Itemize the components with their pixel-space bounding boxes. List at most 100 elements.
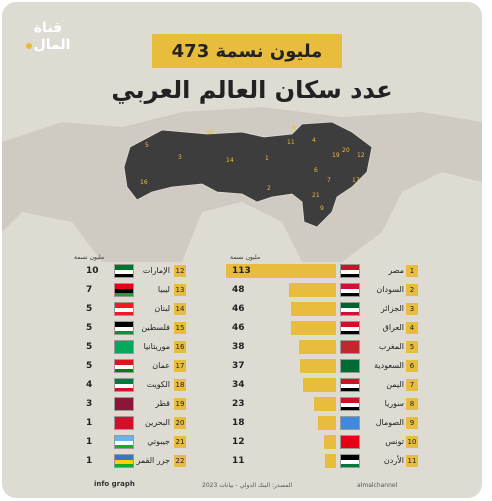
- flag-icon: [340, 302, 360, 316]
- right-list-row: 18 الصومال 9: [2, 416, 482, 432]
- flag-band: [341, 464, 359, 467]
- flag-band: [341, 274, 359, 277]
- flag-band: [115, 265, 133, 270]
- population-value: 113: [232, 266, 251, 276]
- flag-band: [341, 284, 359, 289]
- flag-band: [115, 312, 133, 315]
- left-list-row: 3 قطر 19: [2, 397, 242, 413]
- flag-band: [341, 331, 359, 334]
- flag-band: [341, 383, 359, 389]
- svg-text:12: 12: [357, 152, 365, 159]
- population-value: 1: [86, 456, 93, 466]
- flag-icon: [340, 397, 360, 411]
- right-unit-label: مليون نسمة: [230, 254, 261, 261]
- rank-badge: 6: [406, 360, 418, 372]
- population-value: 46: [232, 304, 245, 314]
- flag-band: [115, 369, 133, 372]
- population-bar: [291, 321, 336, 335]
- population-bar: [324, 435, 336, 449]
- channel-logo: قناة المال: [24, 20, 72, 60]
- flag-band: [115, 360, 133, 365]
- svg-text:21: 21: [312, 192, 320, 199]
- svg-text:2: 2: [267, 185, 271, 192]
- flag-band: [115, 303, 133, 308]
- population-bar: [302, 378, 336, 392]
- flag-band: [341, 269, 359, 275]
- population-value: 48: [232, 285, 245, 295]
- rank-badge: 18: [174, 379, 186, 391]
- flag-icon: [114, 321, 134, 335]
- flag-band: [341, 350, 359, 353]
- country-name: الإمارات: [142, 266, 170, 275]
- flag-icon: [114, 359, 134, 373]
- flag-band: [115, 307, 133, 313]
- flag-icon: [340, 283, 360, 297]
- flag-icon: [114, 416, 134, 430]
- flag-band: [115, 417, 133, 422]
- flag-band: [341, 388, 359, 391]
- population-bar: [313, 397, 336, 411]
- flag-icon: [340, 435, 360, 449]
- svg-text:9: 9: [320, 205, 324, 212]
- population-bar: [289, 283, 336, 297]
- population-value: 5: [86, 361, 93, 371]
- flag-icon: [340, 321, 360, 335]
- flag-band: [115, 388, 133, 391]
- country-name: المغرب: [378, 342, 404, 351]
- right-list-row: 113 مصر 1: [2, 264, 482, 280]
- rank-badge: 19: [174, 398, 186, 410]
- rank-badge: 8: [406, 398, 418, 410]
- flag-band: [115, 407, 133, 410]
- flag-band: [341, 322, 359, 327]
- flag-band: [115, 445, 133, 448]
- population-value: 46: [232, 323, 245, 333]
- flag-band: [115, 455, 133, 460]
- country-name: مصر: [388, 266, 404, 275]
- footer: info graph المصدر: البنك الدولي - بيانات…: [2, 472, 482, 498]
- flag-band: [341, 293, 359, 296]
- flag-band: [115, 341, 133, 346]
- logo-line2-text: المال: [33, 37, 71, 53]
- rank-badge: 9: [406, 417, 418, 429]
- population-value: 10: [86, 266, 99, 276]
- country-name: السعودية: [374, 361, 404, 370]
- population-value: 3: [86, 399, 93, 409]
- flag-band: [115, 269, 133, 275]
- left-list-row: 7 ليبيا 13: [2, 283, 242, 299]
- svg-text:1: 1: [265, 155, 269, 162]
- svg-text:11: 11: [287, 139, 295, 146]
- flag-icon: [340, 454, 360, 468]
- logo-line1: قناة: [33, 20, 63, 36]
- flag-icon: [340, 264, 360, 278]
- flag-icon: [114, 302, 134, 316]
- flag-band: [115, 379, 133, 384]
- flag-band: [115, 331, 133, 334]
- flag-band: [115, 322, 133, 327]
- left-list-row: 5 فلسطين 15: [2, 321, 242, 337]
- svg-text:20: 20: [342, 147, 350, 154]
- population-value: 18: [232, 418, 245, 428]
- rank-badge: 3: [406, 303, 418, 315]
- flag-band: [115, 464, 133, 467]
- left-list-row: 5 لبنان 14: [2, 302, 242, 318]
- total-population-banner: 473 مليون نسمة: [152, 34, 342, 68]
- population-value: 37: [232, 361, 245, 371]
- flag-band: [115, 284, 133, 289]
- country-name: ليبيا: [157, 285, 170, 294]
- right-list-row: 23 سوريا 8: [2, 397, 482, 413]
- page-title: عدد سكان العالم العربي: [111, 76, 393, 104]
- population-bar: [318, 416, 336, 430]
- flag-icon: [340, 340, 360, 354]
- flag-band: [341, 379, 359, 384]
- rank-badge: 4: [406, 322, 418, 334]
- source-text: المصدر: البنك الدولي - بيانات 2023: [202, 482, 293, 489]
- rank-badge: 20: [174, 417, 186, 429]
- svg-text:7: 7: [327, 177, 331, 184]
- flag-icon: [340, 359, 360, 373]
- flag-band: [341, 402, 359, 408]
- rank-badge: 16: [174, 341, 186, 353]
- flag-band: [341, 459, 359, 465]
- rank-badge: 2: [406, 284, 418, 296]
- country-name: لبنان: [154, 304, 170, 313]
